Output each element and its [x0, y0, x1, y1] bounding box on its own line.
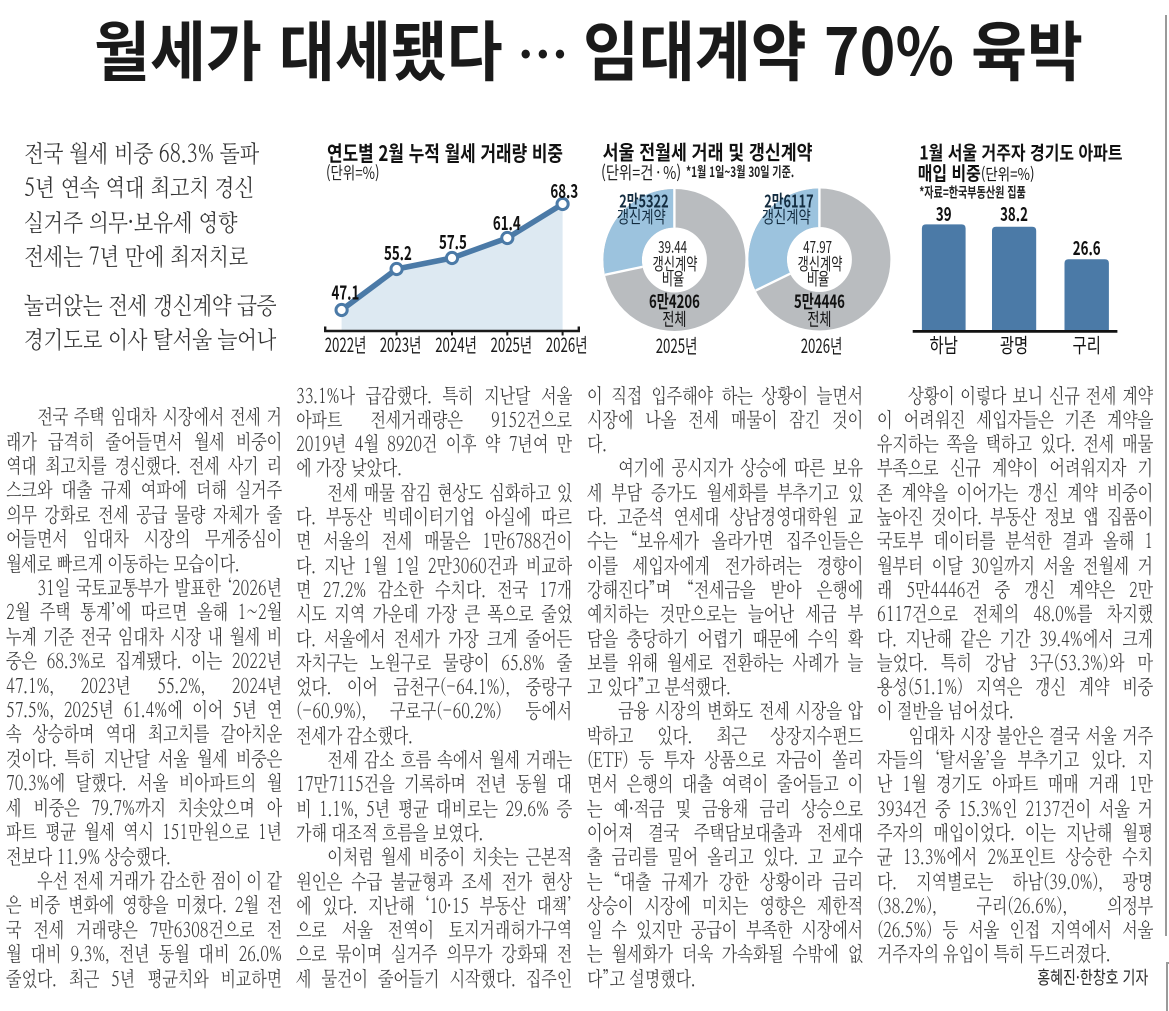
svg-text:하남: 하남: [930, 330, 958, 359]
svg-text:2023년: 2023년: [380, 330, 422, 358]
svg-text:68.3: 68.3: [550, 176, 578, 204]
svg-text:5만4446: 5만4446: [794, 287, 845, 313]
svg-text:연도별 2월 누적 월세 거래량 비중: 연도별 2월 누적 월세 거래량 비중: [327, 138, 563, 168]
svg-text:47.97: 47.97: [803, 234, 832, 258]
svg-text:38.2: 38.2: [1000, 199, 1028, 227]
svg-text:61.4: 61.4: [493, 208, 521, 236]
svg-text:비율: 비율: [662, 267, 685, 291]
svg-text:매입 비중(단위=%): 매입 비중(단위=%): [918, 159, 1035, 186]
svg-text:갱신계약: 갱신계약: [653, 252, 698, 276]
svg-text:39: 39: [936, 199, 952, 227]
svg-text:47.1: 47.1: [331, 277, 359, 305]
svg-text:갱신계약: 갱신계약: [798, 252, 843, 276]
svg-text:2025년: 2025년: [656, 331, 698, 359]
svg-text:57.5: 57.5: [439, 227, 467, 255]
svg-text:*자료=한국부동산원 집품: *자료=한국부동산원 집품: [919, 181, 1026, 202]
svg-text:갱신계약: 갱신계약: [762, 204, 811, 228]
svg-text:(단위=건 · %): (단위=건 · %): [601, 158, 681, 184]
svg-text:26.6: 26.6: [1073, 233, 1101, 261]
svg-text:2026년: 2026년: [801, 331, 843, 359]
svg-text:2022년: 2022년: [325, 330, 367, 358]
svg-text:서울 전월세 거래 및 갱신계약: 서울 전월세 거래 및 갱신계약: [603, 137, 813, 166]
svg-text:2만6117: 2만6117: [764, 188, 813, 213]
svg-text:전체: 전체: [807, 306, 831, 331]
svg-text:비율: 비율: [807, 267, 830, 291]
svg-text:전체: 전체: [662, 306, 686, 331]
svg-text:1월 서울 거주자 경기도 아파트: 1월 서울 거주자 경기도 아파트: [919, 139, 1122, 166]
svg-text:55.2: 55.2: [384, 238, 412, 266]
svg-text:2만5322: 2만5322: [619, 188, 668, 213]
svg-text:갱신계약: 갱신계약: [617, 204, 666, 228]
svg-text:광명: 광명: [1000, 330, 1028, 359]
svg-text:2024년: 2024년: [435, 330, 477, 358]
svg-text:2025년: 2025년: [490, 330, 532, 358]
svg-text:구리: 구리: [1073, 330, 1101, 359]
svg-text:*1월 1일~3월 30일 기준.: *1월 1일~3월 30일 기준.: [686, 161, 794, 182]
svg-text:39.44: 39.44: [658, 234, 687, 258]
svg-text:(단위=%): (단위=%): [326, 160, 380, 184]
svg-text:2026년: 2026년: [546, 330, 588, 358]
svg-text:6만4206: 6만4206: [649, 287, 700, 313]
